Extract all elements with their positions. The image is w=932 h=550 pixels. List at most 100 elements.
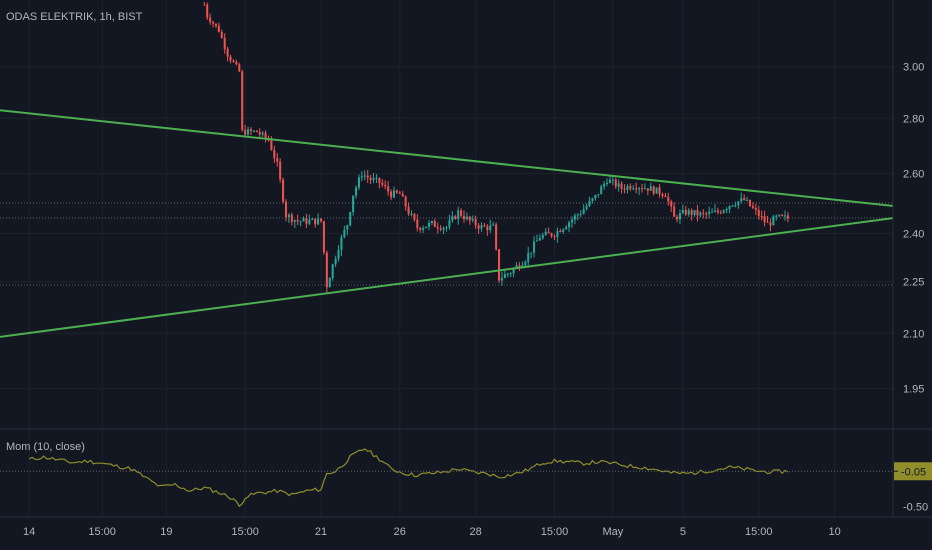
price-lines	[0, 202, 893, 286]
candle-body	[515, 265, 518, 269]
candle-body	[270, 140, 273, 151]
candle-body	[781, 214, 784, 216]
candle-body	[565, 227, 568, 230]
candle-body	[299, 221, 302, 223]
candle-body	[290, 214, 293, 222]
candle-body	[474, 219, 477, 226]
candle-body	[439, 228, 442, 230]
candle-body	[457, 210, 460, 219]
candle-body	[603, 183, 606, 187]
candle-body	[705, 213, 708, 215]
x-tick-label: 15:00	[231, 526, 259, 538]
candle-body	[495, 224, 498, 250]
candle-body	[471, 219, 474, 221]
candle-body	[410, 213, 413, 215]
candle-body	[223, 37, 226, 49]
candle-body	[620, 183, 623, 189]
candle-body	[676, 216, 679, 220]
candle-body	[264, 132, 267, 138]
momentum-line	[28, 448, 789, 508]
candle-body	[241, 71, 244, 130]
candle-body	[786, 215, 789, 219]
trendline-upper	[0, 109, 894, 207]
candle-body	[524, 262, 527, 266]
candle-body	[559, 230, 562, 232]
x-tick-label: 19	[160, 526, 172, 538]
candle-body	[570, 219, 574, 223]
candle-body	[287, 214, 290, 218]
candle-body	[206, 4, 209, 18]
candle-body	[681, 209, 684, 214]
candle-body	[308, 219, 311, 224]
candle-body	[322, 221, 325, 253]
candle-body	[419, 227, 422, 230]
candle-body	[769, 222, 772, 226]
candle-body	[719, 212, 722, 214]
candle-body	[349, 212, 352, 226]
candle-body	[778, 214, 781, 216]
x-tick-label: 28	[470, 526, 482, 538]
candle-body	[509, 273, 512, 275]
momentum-value-text: -0.05	[901, 466, 926, 478]
candle-body	[209, 17, 212, 23]
candle-body	[547, 231, 550, 234]
candle-body	[369, 177, 372, 181]
candle-body	[535, 240, 538, 242]
candle-body	[448, 220, 451, 228]
candle-body	[407, 206, 410, 215]
symbol-title: ODAS ELEKTRIK, 1h, BIST	[6, 11, 143, 23]
candle-body	[623, 188, 626, 190]
candle-body	[220, 31, 223, 38]
candle-body	[600, 186, 603, 195]
candle-body	[401, 193, 404, 197]
candle-body	[244, 129, 247, 135]
candle-body	[247, 129, 250, 135]
candle-body	[734, 205, 737, 207]
candle-body	[282, 179, 285, 202]
candle-body	[477, 225, 480, 229]
x-tick-label: 21	[315, 526, 327, 538]
candle-body	[751, 206, 754, 208]
y-tick-label: 2.80	[903, 113, 924, 125]
momentum-y-tick: -0.50	[903, 502, 928, 514]
candle-body	[258, 132, 261, 135]
candle-body	[261, 132, 264, 135]
candle-body	[544, 231, 547, 235]
candle-body	[626, 186, 629, 190]
candle-body	[387, 186, 390, 192]
candle-body	[317, 218, 320, 225]
y-tick-label: 2.40	[903, 228, 924, 240]
x-tick-label: 15:00	[88, 526, 116, 538]
candle-body	[643, 188, 646, 190]
candle-body	[498, 249, 501, 281]
x-tick-label: 5	[680, 526, 686, 538]
candle-body	[343, 229, 346, 237]
candle-body	[746, 199, 749, 201]
candle-body	[319, 218, 323, 222]
y-tick-label: 2.60	[903, 169, 924, 181]
candle-body	[445, 227, 448, 229]
trendlines	[0, 109, 894, 338]
candle-body	[372, 178, 375, 181]
candle-body	[608, 179, 611, 183]
candle-body	[506, 273, 509, 275]
candle-body	[722, 210, 725, 213]
x-tick-label: 15:00	[541, 526, 569, 538]
candle-body	[465, 216, 468, 220]
axes: 3.00 2.80 2.60 2.40 2.25 2.10 1.95 14 15:00 19 15:…	[0, 0, 932, 538]
candle-body	[346, 225, 349, 230]
candle-body	[235, 61, 238, 65]
candle-body	[661, 194, 664, 196]
candle-body	[605, 182, 609, 184]
candle-body	[284, 201, 288, 218]
candle-body	[442, 227, 445, 230]
candle-body	[460, 210, 463, 216]
candle-body	[667, 197, 670, 202]
candle-body	[585, 205, 588, 210]
candle-body	[226, 48, 229, 57]
momentum-value-badge	[894, 462, 932, 481]
candle-body	[425, 226, 428, 228]
candle-body	[398, 192, 401, 194]
candle-body	[716, 210, 719, 213]
